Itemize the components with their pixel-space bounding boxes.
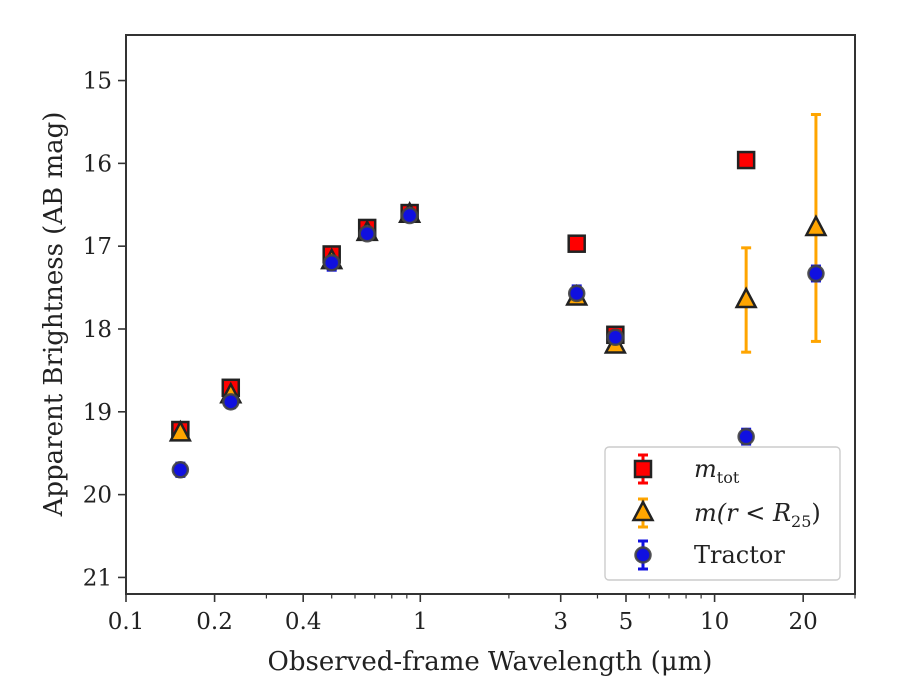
m-r25-point bbox=[804, 214, 828, 237]
m-r25-point bbox=[168, 419, 192, 442]
x-tick-label: 1 bbox=[413, 609, 428, 635]
legend-label-tractor: Tractor bbox=[694, 541, 785, 569]
tractor-point bbox=[222, 393, 240, 411]
x-tick-label: 5 bbox=[619, 609, 634, 635]
x-tick-label: 3 bbox=[553, 609, 568, 635]
tractor-point bbox=[171, 461, 190, 479]
tractor-point bbox=[737, 427, 755, 446]
legend-mtot-marker bbox=[633, 459, 653, 479]
y-axis: 15 16 17 18 19 20 21 bbox=[83, 69, 126, 591]
tractor-point bbox=[807, 264, 825, 283]
legend: mtot m(r < R25) Tractor bbox=[604, 446, 841, 581]
y-tick-label: 18 bbox=[83, 317, 112, 343]
markers bbox=[168, 150, 828, 479]
y-tick-label: 20 bbox=[83, 483, 112, 509]
mtot-point bbox=[736, 150, 756, 170]
legend-m-r25-marker bbox=[631, 499, 655, 522]
y-axis-label: Apparent Brightness (AB mag) bbox=[39, 112, 69, 518]
tractor-point bbox=[400, 206, 419, 225]
tractor-point bbox=[358, 225, 376, 243]
x-tick-label: 20 bbox=[789, 609, 818, 635]
y-tick-label: 19 bbox=[83, 400, 112, 426]
y-tick-label: 21 bbox=[83, 565, 112, 591]
y-tick-label: 17 bbox=[83, 234, 112, 260]
tractor-point bbox=[567, 284, 586, 303]
legend-label-m-r25: m(r < R25) bbox=[694, 499, 821, 531]
m-r25-point bbox=[734, 286, 758, 309]
tractor-point bbox=[606, 328, 625, 347]
x-axis-label: Observed-frame Wavelength (μm) bbox=[268, 647, 713, 677]
x-tick-label: 10 bbox=[700, 609, 729, 635]
y-tick-label: 15 bbox=[83, 69, 112, 95]
x-tick-label: 0.4 bbox=[285, 609, 322, 635]
legend-label-mtot: mtot bbox=[694, 455, 740, 487]
errorbars bbox=[175, 113, 821, 478]
legend-box bbox=[604, 446, 841, 581]
x-axis: 0.1 0.2 0.4 1 3 5 10 20 bbox=[108, 594, 856, 635]
x-tick-label: 0.2 bbox=[196, 609, 233, 635]
tractor-point bbox=[322, 253, 341, 272]
y-tick-label: 16 bbox=[83, 151, 112, 177]
x-tick-label: 0.1 bbox=[108, 609, 145, 635]
plot-frame bbox=[125, 34, 856, 595]
legend-tractor-marker bbox=[634, 546, 652, 564]
mtot-point bbox=[567, 234, 586, 253]
